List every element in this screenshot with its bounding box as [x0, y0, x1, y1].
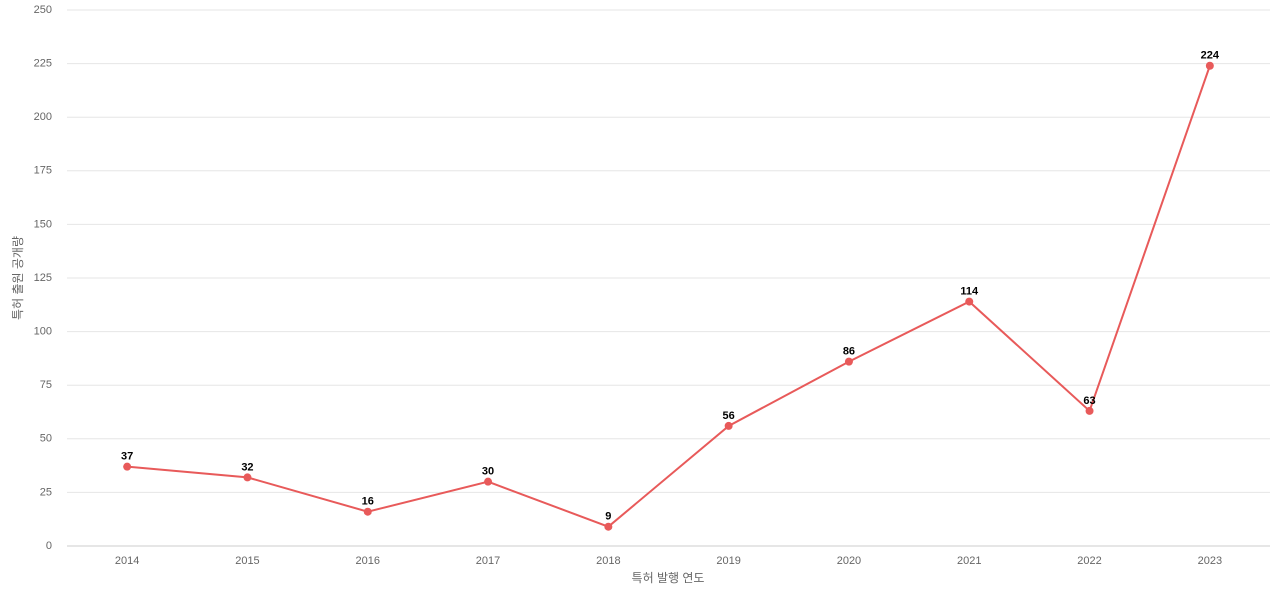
point — [363, 507, 372, 516]
y-tick-label: 100 — [34, 326, 52, 338]
x-tick-label: 2023 — [1198, 555, 1222, 567]
line — [127, 65, 1211, 528]
y-tick-label: 250 — [34, 4, 52, 16]
y-tick-label: 175 — [34, 165, 52, 177]
x-tick-label: 2017 — [476, 555, 500, 567]
x-tick-label: 2020 — [837, 555, 861, 567]
x-tick-label: 2016 — [356, 555, 380, 567]
point — [724, 421, 733, 430]
point — [1085, 406, 1094, 415]
x-tick-label: 2018 — [596, 555, 620, 567]
y-tick-label: 75 — [40, 379, 52, 391]
value-label: 86 — [843, 346, 855, 358]
value-label: 56 — [723, 410, 735, 422]
point — [965, 297, 974, 306]
y-tick-label: 0 — [46, 540, 52, 552]
y-tick-label: 200 — [34, 111, 52, 123]
x-tick-label: 2014 — [115, 555, 139, 567]
y-tick-label: 50 — [40, 433, 52, 445]
point — [243, 473, 252, 482]
value-label: 224 — [1201, 50, 1220, 62]
x-tick-label: 2021 — [957, 555, 981, 567]
value-label: 9 — [605, 511, 611, 523]
value-label: 30 — [482, 466, 494, 478]
value-label: 63 — [1083, 395, 1095, 407]
value-label: 32 — [241, 461, 253, 473]
point — [123, 462, 132, 471]
x-axis-title: 특허 발행 연도 — [632, 570, 705, 585]
point — [844, 357, 853, 366]
x-tick-label: 2022 — [1077, 555, 1101, 567]
y-tick-label: 25 — [40, 486, 52, 498]
value-label: 16 — [362, 496, 374, 508]
point — [604, 522, 613, 531]
y-tick-label: 225 — [34, 58, 52, 70]
x-tick-label: 2019 — [716, 555, 740, 567]
y-axis-title: 특허 출원 공개량 — [11, 236, 25, 320]
x-tick-label: 2015 — [235, 555, 259, 567]
value-label: 37 — [121, 451, 133, 463]
value-label: 114 — [960, 285, 979, 297]
y-tick-label: 150 — [34, 218, 52, 230]
y-tick-label: 125 — [34, 272, 52, 284]
point — [484, 477, 493, 486]
point — [1205, 61, 1214, 70]
